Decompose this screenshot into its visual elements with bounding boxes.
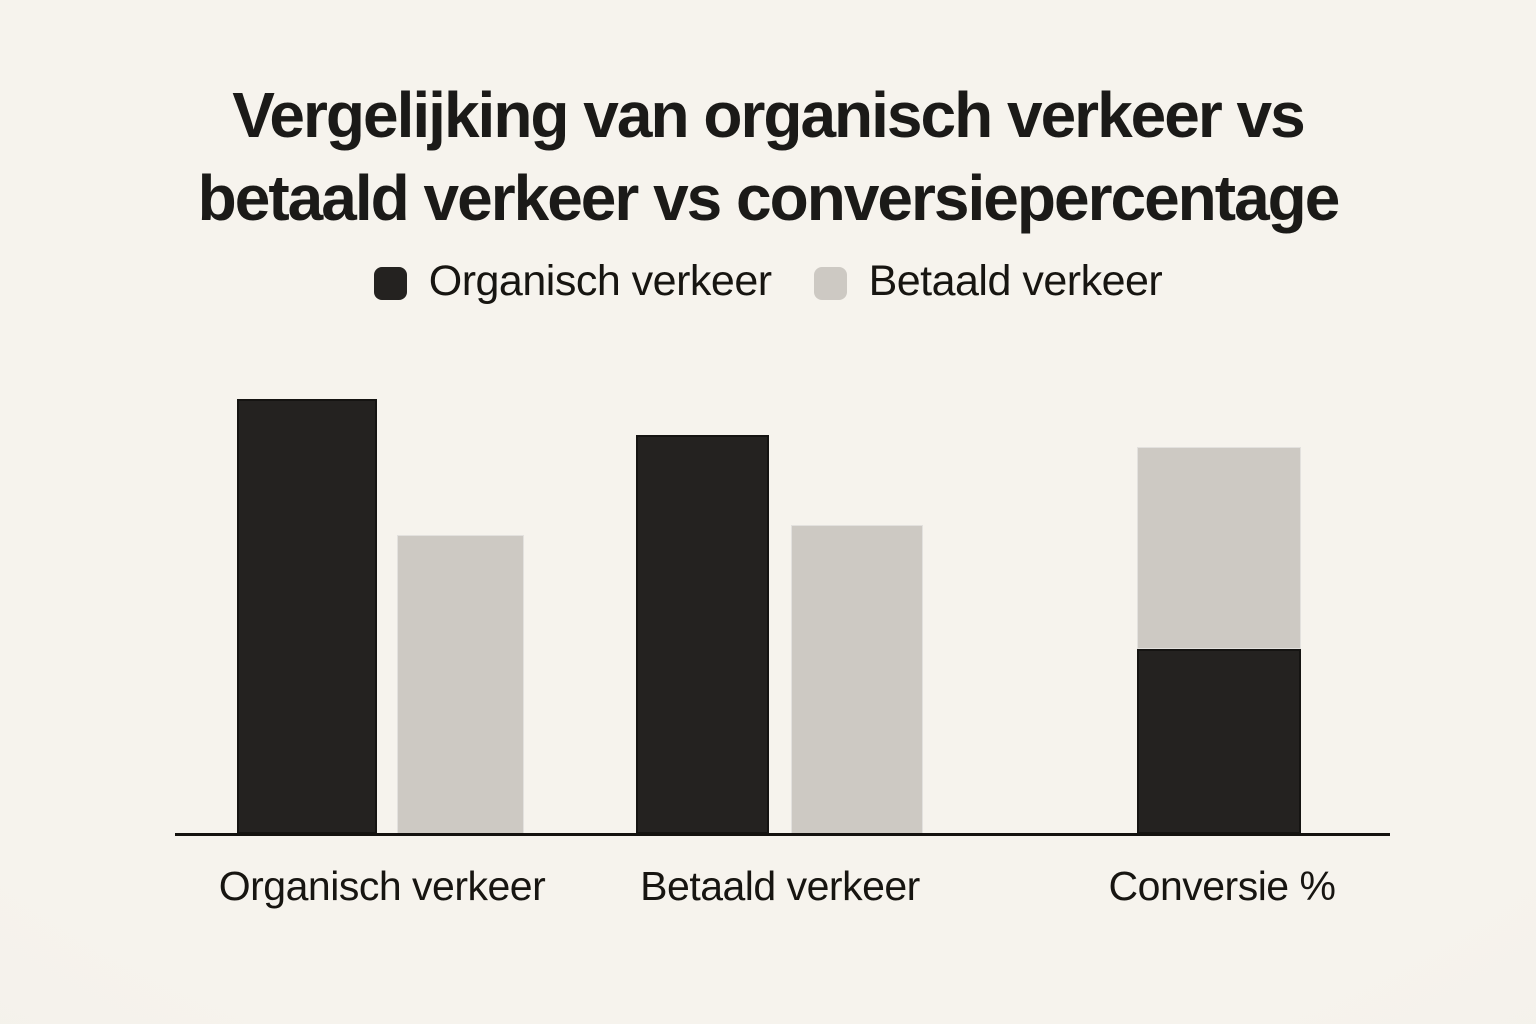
legend-label-betaald-verkeer: Betaald verkeer [868,256,1163,305]
x-axis-label-organisch-verkeer: Organisch verkeer [218,863,546,909]
x-axis-label-conversie: Conversie % [1108,863,1336,909]
bar-segment-organisch-cat2 [1137,649,1301,834]
legend-label-organisch-verkeer: Organisch verkeer [428,256,772,305]
bar-segment-organisch-cat1 [636,435,769,834]
legend-item-organisch-verkeer: Organisch verkeer [373,256,772,307]
x-axis-label-betaald-verkeer: Betaald verkeer [640,863,920,909]
chart-legend: Organisch verkeer Betaald verkeer [0,250,1536,316]
bar-segment-betaald-cat2 [1137,447,1301,649]
chart-title-line1: Vergelijking van organisch verkeer vs [232,79,1305,151]
chart-title: Vergelijking van organisch verkeer vs be… [0,74,1536,240]
chart-title-line2: betaald verkeer vs conversiepercentage [197,162,1341,234]
bar-segment-betaald-cat1 [791,525,923,834]
bar-segment-organisch-cat0 [237,399,377,834]
bar-segment-betaald-cat0 [397,535,524,834]
legend-swatch-gray-icon [813,266,847,300]
x-axis-line [175,833,1390,836]
legend-item-betaald-verkeer: Betaald verkeer [813,256,1163,307]
legend-swatch-dark-icon [373,266,407,300]
